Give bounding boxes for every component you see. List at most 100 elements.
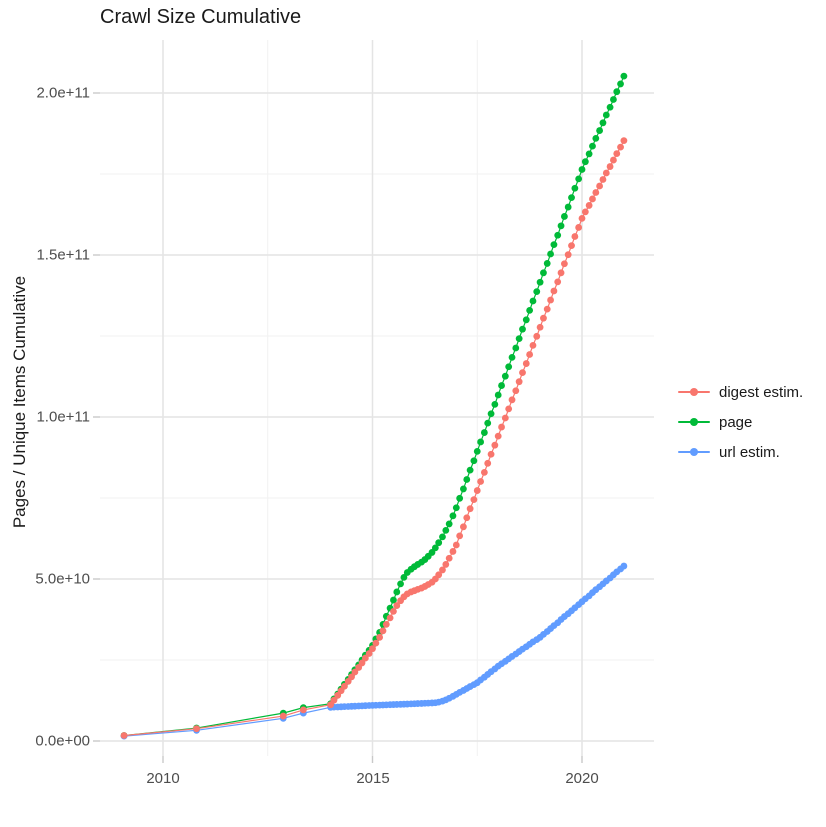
data-point bbox=[606, 163, 614, 170]
data-point bbox=[581, 208, 589, 216]
data-point bbox=[578, 214, 586, 222]
data-point bbox=[439, 566, 446, 574]
y-tick-label-5e10: 5.0e+10 bbox=[35, 570, 90, 588]
data-point bbox=[445, 520, 453, 528]
data-point bbox=[386, 614, 394, 622]
data-point bbox=[533, 332, 541, 340]
data-point bbox=[501, 372, 509, 380]
data-point bbox=[442, 527, 450, 534]
data-point bbox=[540, 269, 547, 277]
data-point bbox=[617, 80, 624, 88]
data-point bbox=[390, 608, 397, 615]
data-point bbox=[330, 696, 338, 704]
data-point bbox=[445, 554, 453, 562]
data-point bbox=[575, 224, 583, 231]
data-point bbox=[522, 360, 530, 367]
data-point bbox=[279, 712, 287, 720]
data-point bbox=[449, 512, 457, 520]
data-point bbox=[526, 307, 534, 314]
data-point bbox=[435, 571, 443, 579]
data-point bbox=[550, 241, 558, 249]
data-point bbox=[585, 202, 593, 209]
data-point bbox=[508, 396, 516, 404]
data-point bbox=[557, 222, 565, 230]
data-point bbox=[613, 88, 621, 96]
legend-key-dot-icon bbox=[690, 418, 698, 426]
data-point bbox=[540, 314, 547, 322]
data-point bbox=[505, 363, 513, 371]
data-point bbox=[463, 514, 471, 522]
data-point bbox=[589, 142, 596, 150]
data-point bbox=[351, 668, 359, 676]
data-point bbox=[529, 297, 537, 305]
data-point bbox=[550, 287, 558, 295]
legend-key bbox=[678, 385, 710, 399]
data-point bbox=[596, 182, 603, 190]
data-point bbox=[348, 673, 355, 681]
data-point bbox=[585, 150, 593, 158]
legend-key-dot-icon bbox=[690, 388, 698, 396]
data-point bbox=[512, 344, 520, 352]
data-point bbox=[519, 325, 526, 333]
data-point bbox=[397, 580, 404, 588]
data-point bbox=[480, 429, 488, 436]
y-tick-label-1e11: 1.0e+11 bbox=[36, 408, 90, 426]
data-point bbox=[390, 596, 397, 604]
data-point bbox=[452, 541, 460, 549]
data-point bbox=[606, 103, 614, 111]
data-point bbox=[466, 505, 474, 513]
data-point bbox=[602, 111, 610, 119]
data-point bbox=[610, 156, 617, 164]
data-point bbox=[543, 260, 551, 267]
data-point bbox=[561, 260, 568, 268]
data-point bbox=[460, 485, 467, 493]
data-point bbox=[498, 423, 505, 431]
data-point bbox=[477, 478, 485, 485]
chart-title: Crawl Size Cumulative bbox=[100, 6, 302, 28]
data-point bbox=[602, 169, 610, 177]
data-point bbox=[581, 158, 589, 166]
data-point bbox=[554, 278, 562, 286]
data-point bbox=[365, 650, 373, 657]
data-point bbox=[452, 504, 460, 512]
data-point bbox=[299, 706, 307, 714]
data-point bbox=[564, 203, 572, 211]
legend-item-digest-estim: digest estim. bbox=[678, 377, 803, 407]
data-point bbox=[505, 405, 513, 413]
data-point bbox=[592, 134, 600, 142]
data-point bbox=[473, 487, 481, 494]
data-point bbox=[487, 450, 495, 458]
data-point bbox=[571, 233, 579, 240]
data-point bbox=[487, 410, 495, 418]
data-point bbox=[554, 231, 562, 239]
y-tick-label-1p5e11: 1.5e+11 bbox=[36, 246, 90, 264]
data-point bbox=[547, 250, 554, 258]
data-point bbox=[382, 620, 390, 628]
data-point bbox=[473, 447, 481, 455]
x-tick-label-2015: 2015 bbox=[356, 770, 390, 787]
data-point bbox=[533, 288, 541, 296]
data-point bbox=[456, 494, 464, 502]
data-point bbox=[543, 305, 551, 313]
data-point bbox=[578, 166, 586, 173]
data-point bbox=[529, 341, 537, 349]
data-point bbox=[515, 378, 523, 386]
data-point bbox=[466, 466, 474, 474]
data-point bbox=[557, 269, 565, 277]
data-point bbox=[613, 150, 621, 157]
data-point bbox=[491, 400, 499, 408]
y-tick-label-2e11: 2.0e+11 bbox=[36, 84, 90, 102]
data-point bbox=[470, 457, 478, 465]
data-point bbox=[596, 127, 603, 134]
data-point bbox=[617, 143, 624, 151]
data-point bbox=[494, 432, 502, 440]
data-point bbox=[456, 532, 464, 540]
legend-label: page bbox=[719, 413, 753, 431]
data-point bbox=[379, 627, 387, 635]
data-point bbox=[512, 387, 520, 395]
data-point bbox=[498, 382, 505, 389]
y-tick-label-0: 0.0e+00 bbox=[35, 732, 90, 750]
data-point bbox=[393, 602, 401, 609]
